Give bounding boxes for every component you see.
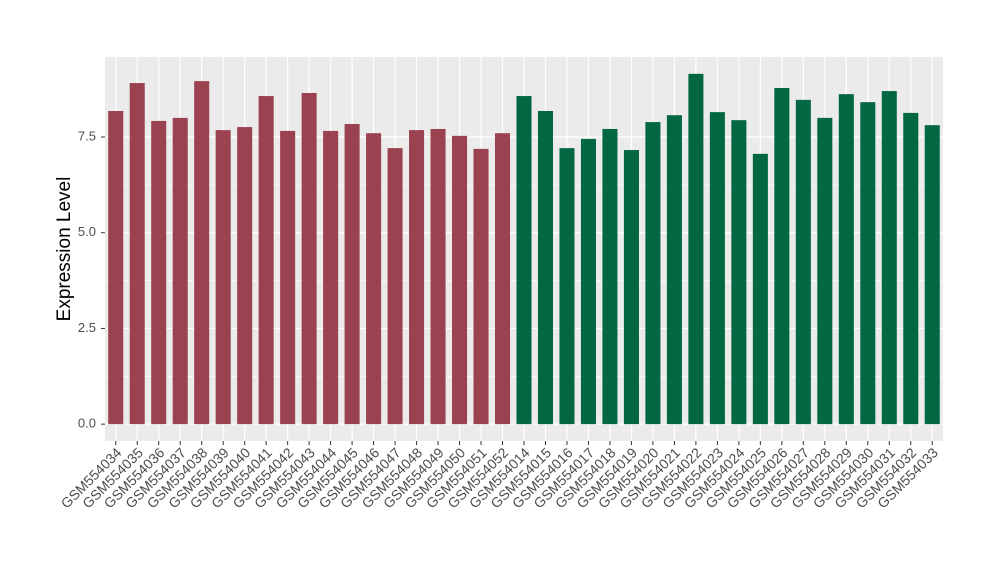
bar: [666, 115, 682, 425]
bar: [559, 148, 575, 425]
bar: [344, 123, 360, 425]
bar: [623, 150, 639, 425]
bar: [602, 128, 618, 425]
bar: [860, 102, 876, 425]
bar: [817, 117, 833, 425]
bar: [903, 112, 919, 425]
bar: [452, 135, 468, 425]
bar: [709, 112, 725, 425]
bar: [323, 130, 339, 425]
bar: [409, 130, 425, 425]
bar: [258, 96, 274, 425]
bar: [301, 92, 317, 425]
bar: [215, 130, 231, 425]
bar: [881, 91, 897, 425]
bar: [731, 120, 747, 425]
bar: [752, 153, 768, 425]
bar: [151, 120, 167, 425]
bar: [430, 128, 446, 425]
bar: [129, 83, 145, 425]
bar: [645, 122, 661, 425]
bar: [924, 125, 940, 425]
bar: [280, 130, 296, 425]
y-tick-label: 0.0: [78, 416, 96, 431]
bar: [108, 110, 124, 425]
bar: [387, 148, 403, 425]
bar: [172, 117, 188, 425]
bar: [537, 110, 554, 425]
bar: [516, 96, 532, 425]
bar: [494, 133, 511, 425]
y-axis-title: Expression Level: [54, 177, 75, 322]
y-tick-label: 2.5: [78, 320, 96, 335]
bar: [688, 73, 704, 425]
bar: [366, 133, 382, 425]
bar: [194, 81, 210, 425]
bar: [237, 127, 253, 425]
bar: [774, 88, 790, 425]
bar: [838, 94, 854, 425]
bar: [473, 148, 489, 425]
y-tick-label: 7.5: [78, 128, 96, 143]
y-tick-label: 5.0: [78, 224, 96, 239]
bar: [795, 99, 811, 425]
bar: [580, 138, 596, 425]
